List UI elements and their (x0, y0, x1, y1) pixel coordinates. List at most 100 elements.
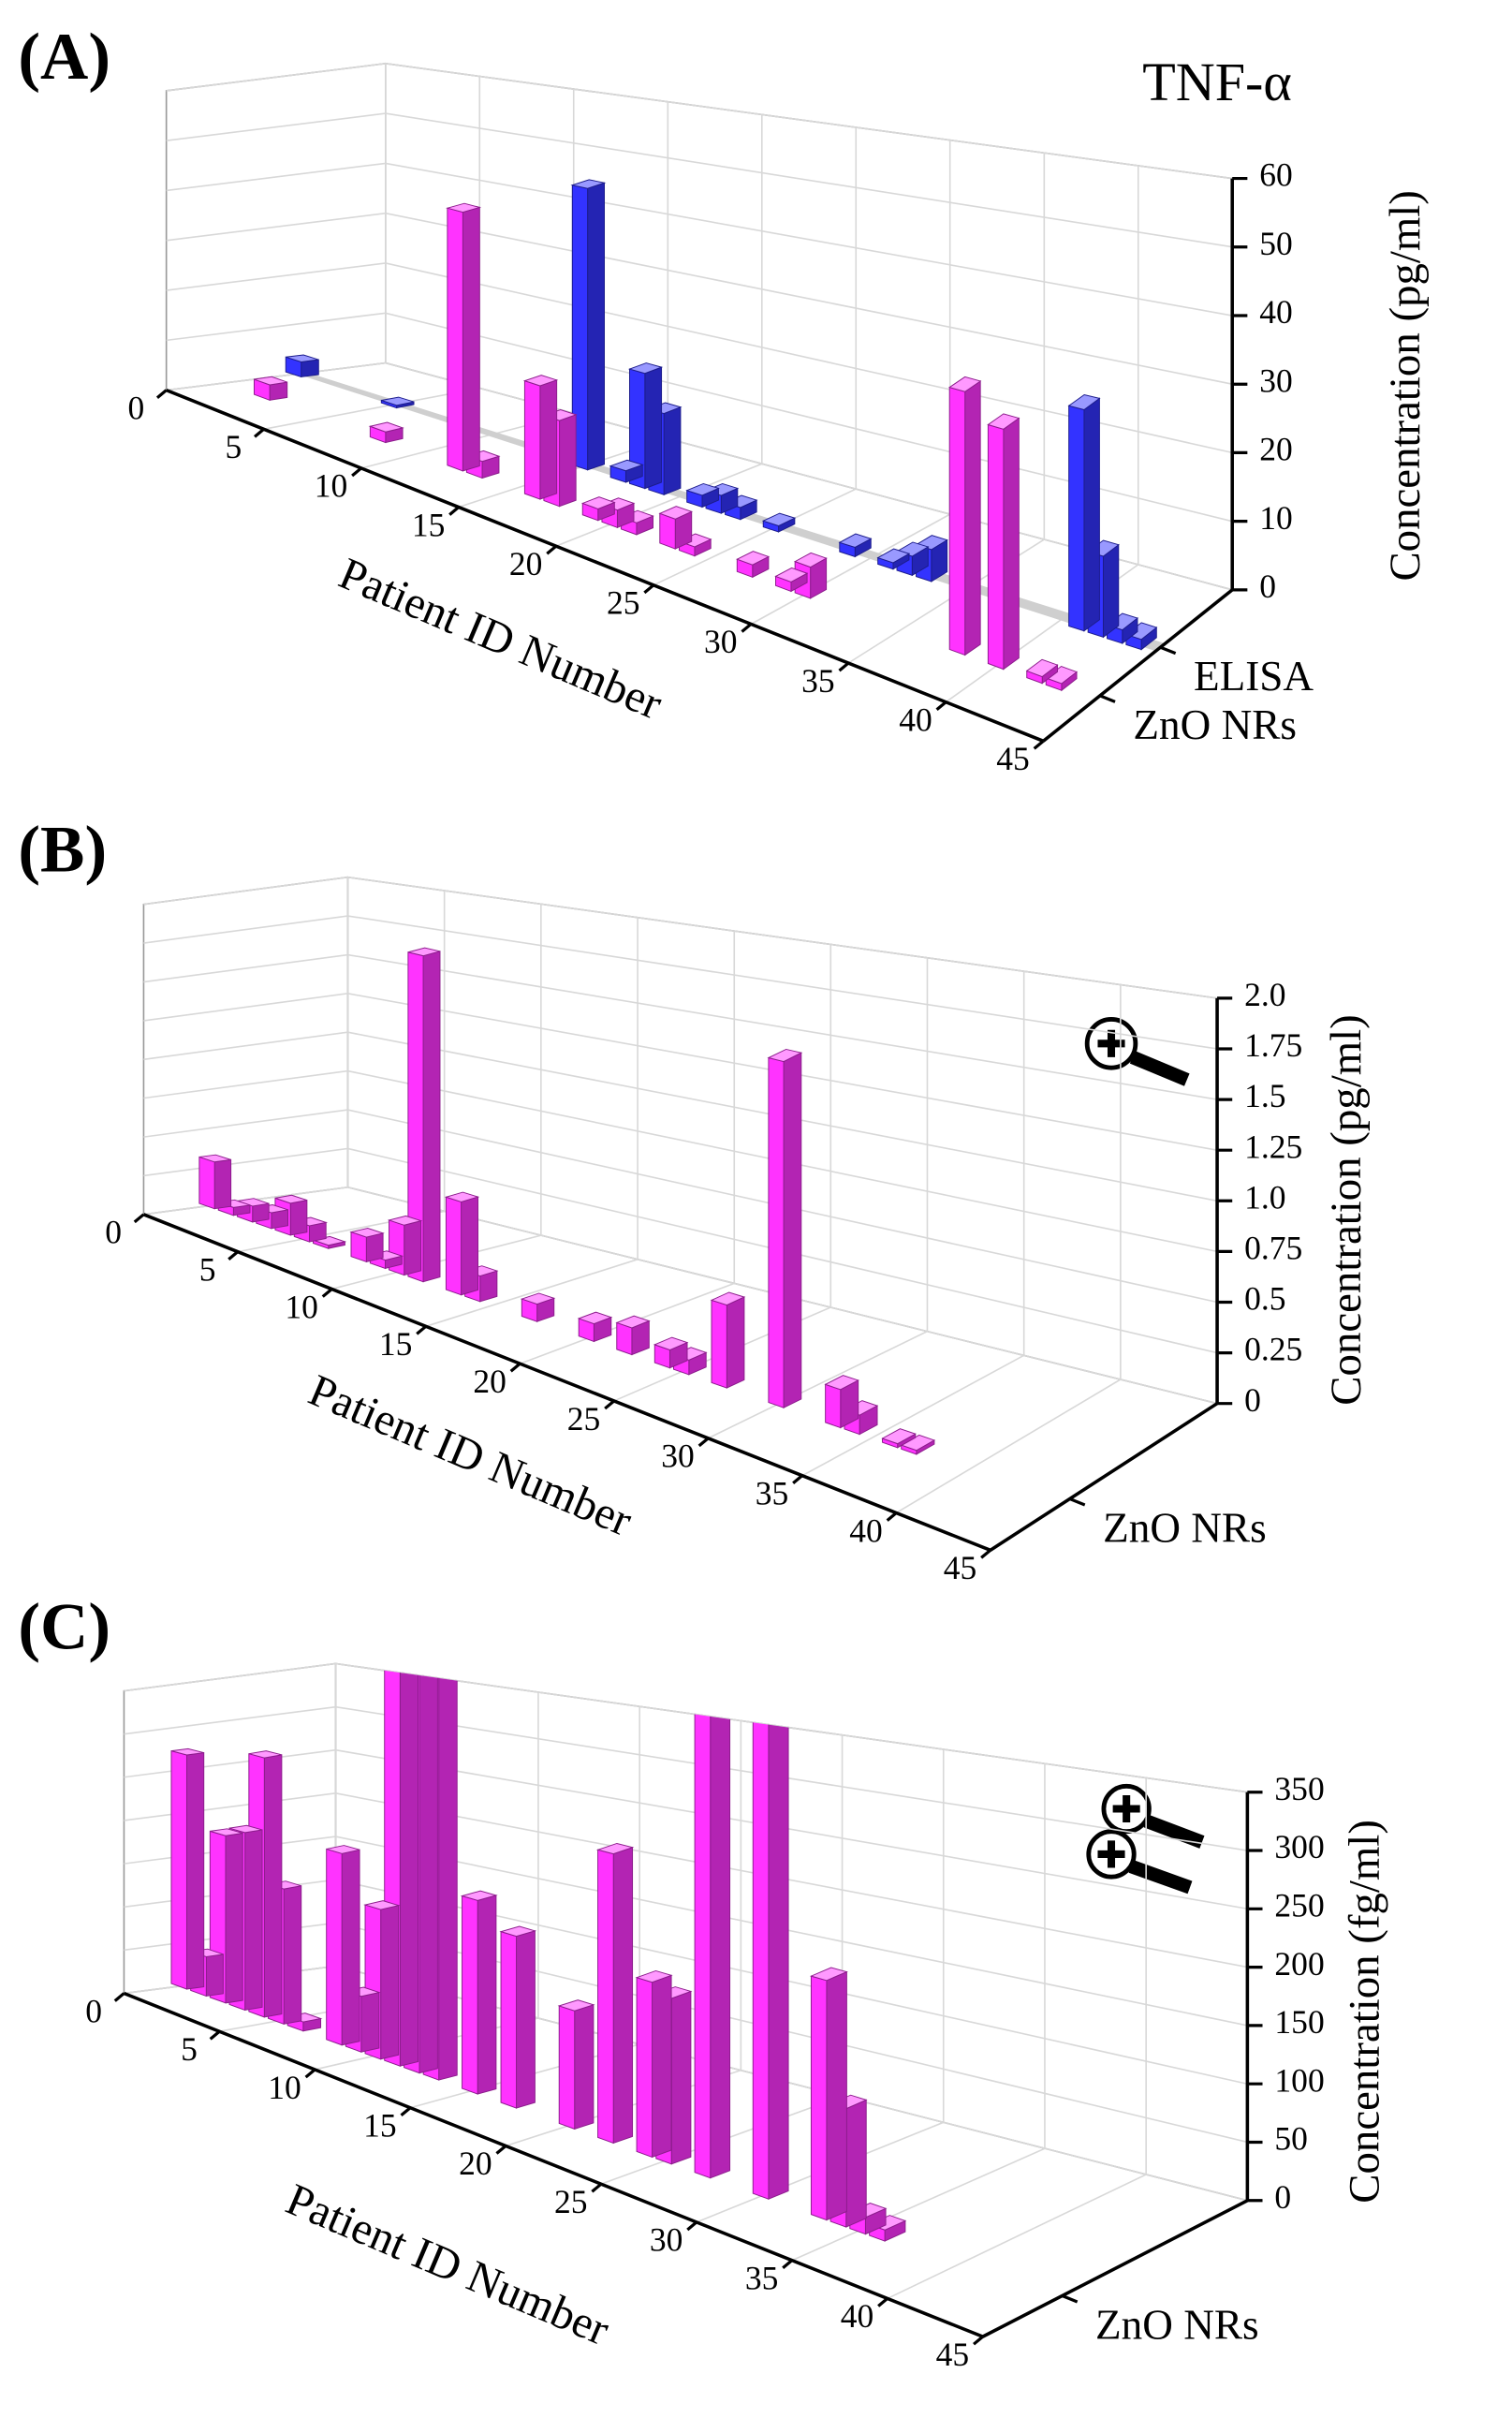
bar (761, 512, 797, 533)
z-tick-label: 0.5 (1244, 1280, 1285, 1318)
bar-side (845, 2099, 867, 2228)
bar (615, 1315, 651, 1356)
bars (170, 1663, 907, 2242)
panel: 0 5 10 15 20 25 30 35 40 45 0 50 100 150 200 250 300 350 Z… (85, 1662, 1388, 2373)
bar (557, 1999, 595, 2130)
bar-side (438, 1663, 458, 2081)
z-tick-label: 250 (1274, 1886, 1324, 1924)
bar-top (520, 1292, 556, 1305)
back-wall-edge (385, 62, 1233, 363)
bar (170, 1747, 205, 1990)
bar-top (198, 1154, 231, 1163)
z-tick-label: 50 (1259, 225, 1293, 262)
bar-side (477, 1895, 497, 2095)
bar (368, 421, 404, 444)
x-axis-label: Patient ID Number (332, 549, 669, 730)
bar-side (663, 406, 682, 495)
bar-top (609, 459, 644, 472)
bar (407, 947, 441, 1283)
bar (838, 533, 873, 558)
bar-front (462, 1895, 478, 2095)
bar-top (557, 1999, 595, 2012)
series-label: ZnO NRs (1103, 1504, 1267, 1551)
bar-top (444, 1191, 480, 1202)
bar-side (783, 1052, 802, 1408)
bar (520, 1292, 556, 1322)
bar (349, 1228, 385, 1263)
bar-side (644, 366, 663, 490)
bar-side (587, 182, 606, 471)
x-tick-label: 5 (226, 428, 242, 465)
bar (577, 1311, 613, 1343)
x-tick (886, 1511, 898, 1522)
bar (326, 1845, 360, 2046)
x-tick-label: 25 (567, 1400, 601, 1438)
bar-side (516, 1930, 536, 2109)
x-tick-label: 15 (412, 506, 446, 543)
bar-top (274, 1194, 308, 1204)
x-tick-label: 30 (661, 1438, 695, 1475)
x-tick-label: 0 (127, 389, 144, 426)
bar-top (751, 1674, 790, 1688)
x-tick-label: 25 (607, 584, 640, 622)
grid-line (143, 1031, 1218, 1202)
bar-side (710, 1666, 731, 2179)
bar-side (652, 1974, 672, 2159)
grid-line (166, 63, 387, 391)
z-tick-label: 50 (1274, 2120, 1308, 2158)
bar-side (205, 1954, 224, 1997)
bar-front (198, 1156, 215, 1210)
bar-front (326, 1848, 343, 2046)
panel-label: (A) (18, 21, 110, 94)
bar-top (381, 396, 415, 406)
bar-side (301, 359, 319, 378)
bar-top (627, 362, 664, 375)
bar-front (987, 423, 1005, 671)
bar-side (1102, 543, 1120, 639)
x-tick (782, 2259, 793, 2269)
bar-side (252, 1202, 270, 1223)
bar-front (636, 1977, 653, 2159)
z-tick-label: 1.75 (1244, 1026, 1302, 1064)
depth-tick (1061, 2294, 1079, 2304)
x-tick (973, 2335, 984, 2346)
x-tick (604, 1399, 615, 1410)
bar (987, 413, 1020, 671)
bar-front (447, 207, 463, 472)
grid-line (166, 162, 1233, 317)
series-label: ELISA (1194, 653, 1314, 700)
grid-line (895, 984, 1122, 1514)
z-axis-label: Concentration (pg/ml) (1322, 1014, 1371, 1405)
bar-front (711, 1299, 727, 1389)
bar-side (399, 1663, 419, 2067)
bar-side (263, 1754, 283, 2018)
x-tick-label: 45 (936, 2336, 970, 2373)
bar-top (326, 1845, 360, 1854)
bar-top (254, 376, 287, 386)
z-tick-label: 0 (1244, 1381, 1261, 1419)
bar-side (283, 1885, 302, 2025)
x-tick (133, 1213, 145, 1224)
bar (460, 1890, 498, 2095)
bar-top (1067, 393, 1101, 411)
bar-top (460, 1890, 498, 1901)
bar-front (597, 1849, 614, 2145)
bar-front (752, 1682, 770, 2200)
x-axis (123, 1991, 984, 2338)
x-tick-label: 40 (841, 2297, 874, 2335)
bar-side (185, 1752, 205, 1990)
bar-top (228, 1824, 263, 1834)
z-tick-label: 0 (1259, 568, 1276, 605)
bar-front (170, 1750, 187, 1990)
grid-line (143, 876, 1218, 999)
x-tick (838, 661, 850, 672)
bar-top (170, 1747, 204, 1756)
x-tick-label: 15 (379, 1325, 413, 1363)
bar-top (809, 1967, 848, 1982)
x-tick-label: 0 (85, 1992, 102, 2029)
bar-top (595, 1842, 635, 1855)
x-tick (935, 700, 947, 712)
bar-top (407, 947, 441, 957)
x-tick (416, 1325, 427, 1335)
